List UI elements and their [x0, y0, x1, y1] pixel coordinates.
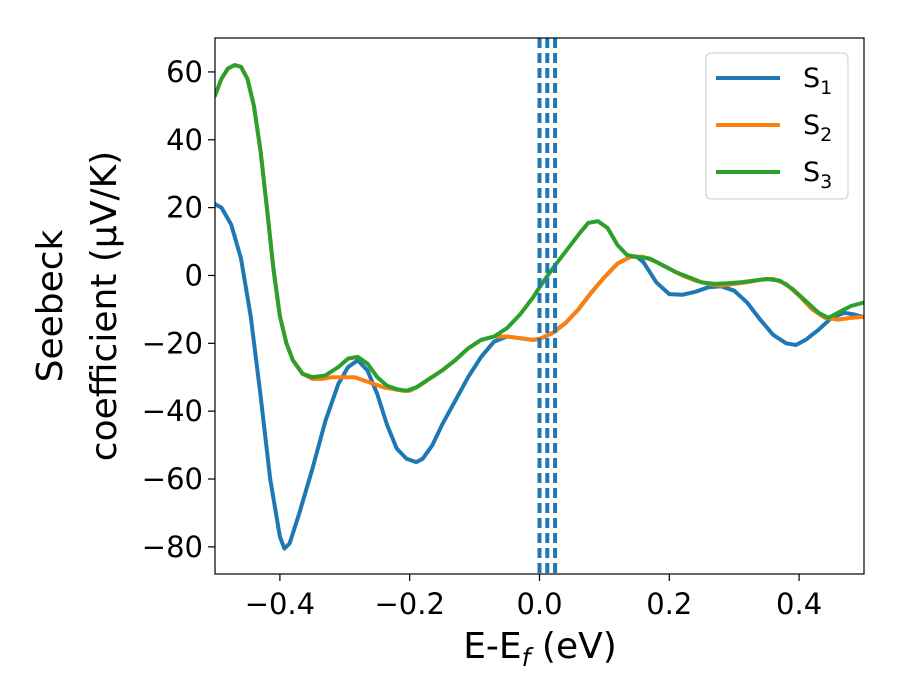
x-tick-label: −0.4 — [245, 587, 315, 621]
y-tick-label: 0 — [185, 258, 203, 292]
y-axis-ticks: −80 −60 −40 −20 0 20 40 60 — [142, 55, 215, 564]
y-axis-label-line1: Seebeck — [30, 229, 71, 382]
legend: S1 S2 S3 — [705, 52, 849, 200]
legend-label-1: S1 — [803, 63, 832, 99]
y-tick-label: 20 — [166, 191, 203, 225]
x-tick-label: 0.4 — [776, 587, 822, 621]
y-tick-label: −20 — [142, 326, 203, 360]
legend-label-2: S2 — [803, 110, 832, 146]
series-line-3 — [215, 63, 864, 393]
y-tick-label: −60 — [142, 462, 203, 496]
x-axis-label: E-Ef (eV) — [463, 626, 617, 672]
y-axis-label: Seebeck coefficient (μV/K) — [30, 151, 125, 461]
x-tick-label: 0.0 — [516, 587, 562, 621]
y-tick-label: 60 — [166, 55, 203, 89]
x-axis-ticks: −0.4 −0.2 0.0 0.2 0.4 — [245, 574, 822, 621]
y-tick-label: 40 — [166, 123, 203, 157]
y-tick-label: −80 — [142, 530, 203, 564]
legend-label-3: S3 — [803, 157, 832, 193]
y-tick-label: −40 — [142, 394, 203, 428]
series-layer — [215, 63, 864, 551]
x-tick-label: −0.2 — [374, 587, 444, 621]
y-axis-label-line2: coefficient (μV/K) — [84, 151, 125, 461]
vertical-markers — [537, 38, 558, 574]
x-tick-label: 0.2 — [646, 587, 692, 621]
